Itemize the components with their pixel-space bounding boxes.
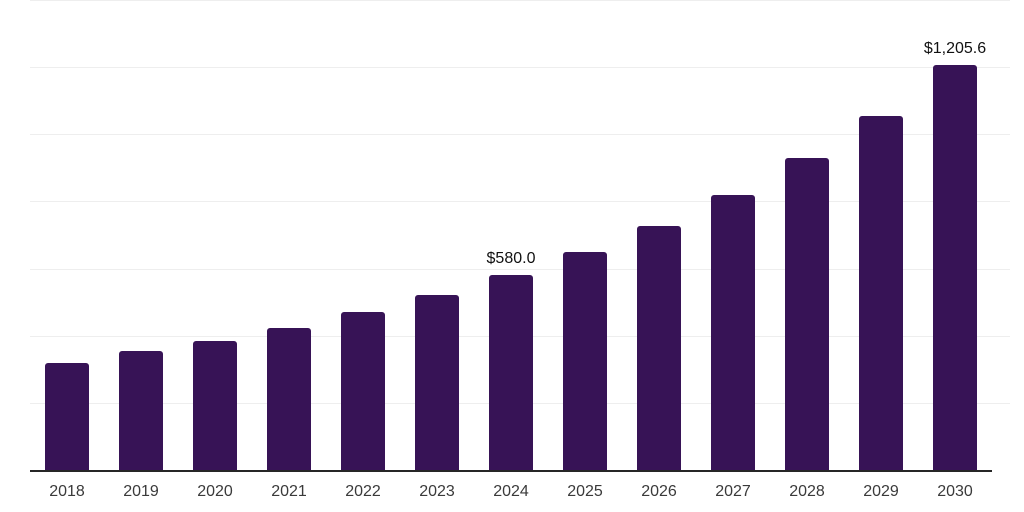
x-tick-label: 2020 (197, 483, 233, 500)
bar (45, 362, 89, 470)
bar-value-label: $1,205.6 (923, 40, 987, 58)
x-tick-label: 2021 (271, 483, 307, 500)
bar (785, 157, 829, 470)
bar (563, 252, 607, 470)
x-tick-label: 2023 (419, 483, 455, 500)
bar-value-label: $580.0 (486, 250, 536, 268)
bar (489, 275, 533, 470)
x-tick-label: 2030 (937, 483, 973, 500)
bar (859, 115, 903, 470)
bar (193, 341, 237, 470)
x-axis-line (30, 470, 992, 472)
x-tick-label: 2025 (567, 483, 603, 500)
bar (267, 328, 311, 470)
x-tick-label: 2018 (49, 483, 85, 500)
gridline (30, 134, 1010, 136)
gridline (30, 201, 1010, 203)
x-tick-label: 2026 (641, 483, 677, 500)
bar (933, 65, 977, 470)
x-tick-label: 2029 (863, 483, 899, 500)
x-tick-label: 2027 (715, 483, 751, 500)
bar (119, 351, 163, 470)
gridline (30, 268, 1010, 270)
x-tick-label: 2019 (123, 483, 159, 500)
bar (341, 312, 385, 470)
bar (415, 295, 459, 470)
x-tick-label: 2022 (345, 483, 381, 500)
gridline (30, 67, 1010, 69)
gridline (30, 0, 1010, 1)
x-tick-label: 2024 (493, 483, 529, 500)
bar (637, 225, 681, 470)
x-tick-label: 2028 (789, 483, 825, 500)
bar (711, 194, 755, 470)
